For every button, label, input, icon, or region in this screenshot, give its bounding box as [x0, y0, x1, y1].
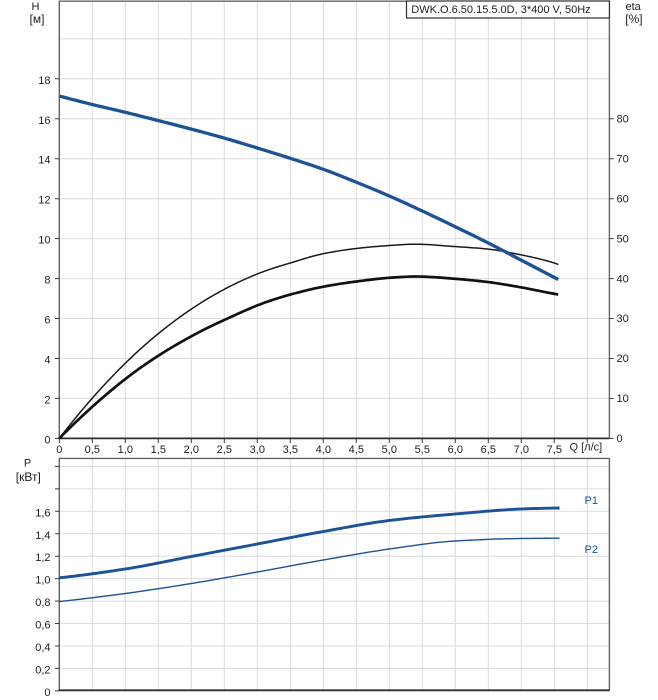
svg-text:6,0: 6,0: [448, 444, 463, 456]
svg-text:50: 50: [617, 233, 629, 245]
svg-text:[кВт]: [кВт]: [16, 470, 41, 484]
svg-text:4: 4: [44, 355, 50, 367]
svg-text:14: 14: [38, 155, 50, 167]
svg-text:[%]: [%]: [625, 12, 642, 26]
svg-text:1,6: 1,6: [35, 507, 50, 519]
svg-text:7,5: 7,5: [547, 444, 562, 456]
svg-text:30: 30: [617, 313, 629, 325]
svg-text:0: 0: [44, 434, 50, 446]
svg-text:P: P: [24, 458, 31, 470]
svg-text:1,5: 1,5: [151, 444, 166, 456]
svg-text:0,5: 0,5: [85, 444, 100, 456]
svg-text:4,0: 4,0: [316, 444, 331, 456]
svg-text:60: 60: [617, 193, 629, 205]
svg-text:0,6: 0,6: [35, 620, 50, 632]
svg-text:0,2: 0,2: [35, 664, 50, 676]
svg-text:H: H: [32, 1, 40, 13]
svg-text:6: 6: [44, 315, 50, 327]
svg-text:0,8: 0,8: [35, 597, 50, 609]
svg-text:0: 0: [617, 433, 623, 445]
svg-text:40: 40: [617, 273, 629, 285]
svg-text:1,0: 1,0: [35, 575, 50, 587]
svg-text:0: 0: [44, 687, 50, 699]
svg-text:P2: P2: [585, 544, 598, 556]
svg-text:2,5: 2,5: [217, 444, 232, 456]
svg-text:20: 20: [617, 353, 629, 365]
svg-text:6,5: 6,5: [481, 444, 496, 456]
svg-text:7,0: 7,0: [514, 444, 529, 456]
svg-text:1,0: 1,0: [118, 444, 133, 456]
svg-text:Q [л/с]: Q [л/с]: [570, 441, 603, 453]
svg-text:3,5: 3,5: [283, 444, 298, 456]
svg-text:4,5: 4,5: [349, 444, 364, 456]
svg-text:70: 70: [617, 153, 629, 165]
svg-text:3,0: 3,0: [250, 444, 265, 456]
svg-text:0,4: 0,4: [35, 642, 50, 654]
svg-text:2: 2: [44, 394, 50, 406]
svg-text:80: 80: [617, 114, 629, 126]
svg-text:18: 18: [38, 75, 50, 87]
svg-text:P1: P1: [585, 495, 598, 507]
svg-text:2,0: 2,0: [184, 444, 199, 456]
svg-text:5,0: 5,0: [382, 444, 397, 456]
svg-text:1,2: 1,2: [35, 552, 50, 564]
svg-text:8: 8: [44, 275, 50, 287]
svg-text:DWK.O.6.50.15.5.0D, 3*400 V, 5: DWK.O.6.50.15.5.0D, 3*400 V, 50Hz: [411, 4, 590, 16]
svg-text:1,4: 1,4: [35, 530, 50, 542]
svg-text:10: 10: [617, 393, 629, 405]
svg-text:eta: eta: [626, 1, 642, 13]
svg-text:5,5: 5,5: [415, 444, 430, 456]
svg-text:[м]: [м]: [30, 12, 45, 26]
svg-text:12: 12: [38, 195, 50, 207]
svg-text:10: 10: [38, 235, 50, 247]
svg-text:16: 16: [38, 115, 50, 127]
svg-text:0: 0: [56, 444, 62, 456]
